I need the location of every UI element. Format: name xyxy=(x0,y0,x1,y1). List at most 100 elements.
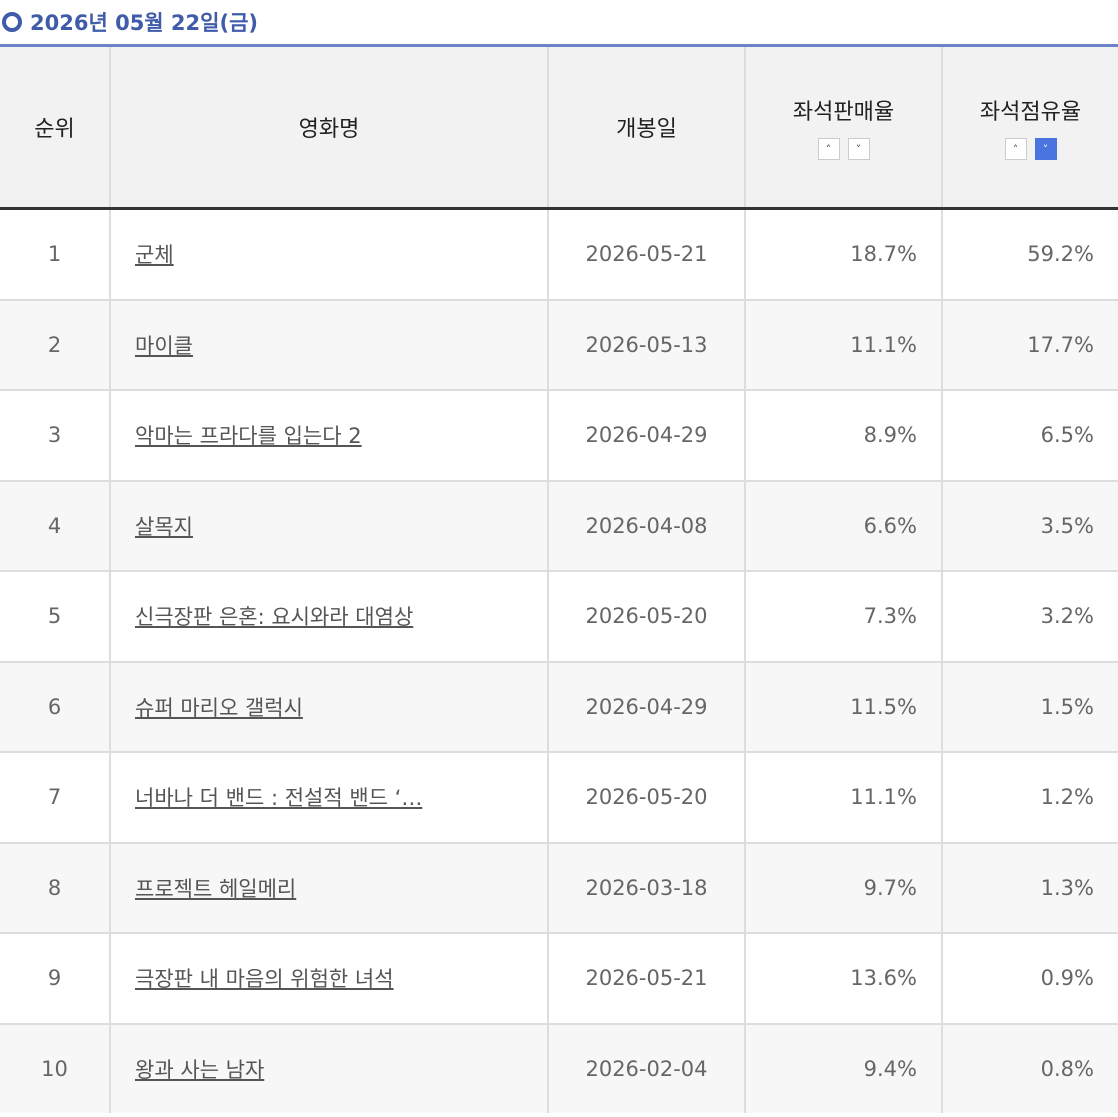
table-row: 5 신극장판 은혼: 요시와라 대염상 2026-05-20 7.3% 3.2% xyxy=(0,570,1118,662)
table-cell: 너바나 더 밴드 : 전설적 밴드 ‘… xyxy=(109,751,548,843)
table-row: 10 왕과 사는 남자 2026-02-04 9.4% 0.8% xyxy=(0,1022,1118,1113)
rank: 1 xyxy=(47,242,62,267)
table-cell: 2026-02-04 xyxy=(547,1022,745,1113)
sort-desc[interactable]: ˅ xyxy=(847,138,870,160)
table-cell: 10 xyxy=(0,1022,110,1113)
table-row: 3 악마는 프라다를 입는다 2 2026-04-29 8.9% 6.5% xyxy=(0,389,1118,481)
ranking-table: 순위 영화명 개봉일 좌석판매율 ˄ ˅ 좌석점유율 ˄ ˅ 1 군체 2026-05-… xyxy=(0,44,1118,1113)
sort-asc[interactable]: ˄ xyxy=(1004,138,1027,160)
table-cell: 악마는 프라다를 입는다 2 xyxy=(109,389,548,481)
table-cell: 2026-04-29 xyxy=(547,660,745,752)
release-date: 2026-02-04 xyxy=(585,1056,708,1081)
table-cell: 군체 xyxy=(109,207,548,300)
table-cell: 9 xyxy=(0,932,110,1024)
movie-title-link[interactable]: 프로젝트 헤일메리 xyxy=(135,876,297,901)
table-cell: 1.3% xyxy=(941,841,1118,933)
seat-sales-rate: 18.7% xyxy=(850,242,917,267)
table-cell: 2026-03-18 xyxy=(547,841,745,933)
table-row: 9 극장판 내 마음의 위험한 녀석 2026-05-21 13.6% 0.9% xyxy=(0,932,1118,1024)
rank: 6 xyxy=(47,694,62,719)
table-cell: 1.5% xyxy=(941,660,1118,752)
column-label: 영화명 xyxy=(298,117,360,142)
table-cell: 왕과 사는 남자 xyxy=(109,1022,548,1113)
seat-share: 59.2% xyxy=(1027,242,1094,267)
seat-share: 3.5% xyxy=(1040,513,1094,538)
seat-share: 17.7% xyxy=(1027,332,1094,357)
table-cell: 신극장판 은혼: 요시와라 대염상 xyxy=(109,570,548,662)
date-title: 2026년 05월 22일(금) xyxy=(30,11,258,35)
seat-sales-rate: 11.1% xyxy=(850,332,917,357)
sort-asc[interactable]: ˄ xyxy=(817,138,840,160)
seat-share: 1.5% xyxy=(1040,694,1094,719)
header-cell: 좌석점유율 ˄ ˅ xyxy=(941,45,1118,210)
table-cell: 18.7% xyxy=(744,207,942,300)
table-row: 8 프로젝트 헤일메리 2026-03-18 9.7% 1.3% xyxy=(0,841,1118,933)
table-cell: 6.5% xyxy=(941,389,1118,481)
table-cell: 6.6% xyxy=(744,479,942,571)
sort-controls: ˄ ˅ xyxy=(747,138,940,160)
column-label: 순위 xyxy=(34,117,75,142)
table-cell: 17.7% xyxy=(941,298,1118,390)
header-row: 순위 영화명 개봉일 좌석판매율 ˄ ˅ 좌석점유율 ˄ ˅ xyxy=(0,45,1118,210)
table-cell: 0.9% xyxy=(941,932,1118,1024)
table-cell: 2026-05-20 xyxy=(547,751,745,843)
release-date: 2026-05-21 xyxy=(585,966,708,991)
movie-title-link[interactable]: 슈퍼 마리오 갤럭시 xyxy=(135,695,303,720)
rank: 4 xyxy=(47,513,62,538)
seat-sales-rate: 9.4% xyxy=(863,1056,917,1081)
seat-sales-rate: 9.7% xyxy=(863,875,917,900)
header-cell: 영화명 xyxy=(109,45,548,210)
release-date: 2026-04-08 xyxy=(585,513,708,538)
table-row: 4 살목지 2026-04-08 6.6% 3.5% xyxy=(0,479,1118,571)
release-date: 2026-04-29 xyxy=(585,423,708,448)
table-cell: 3.2% xyxy=(941,570,1118,662)
table-cell: 8.9% xyxy=(744,389,942,481)
table-cell: 8 xyxy=(0,841,110,933)
rank: 5 xyxy=(47,604,62,629)
table-cell: 59.2% xyxy=(941,207,1118,300)
movie-title-link[interactable]: 너바나 더 밴드 : 전설적 밴드 ‘… xyxy=(135,786,423,811)
release-date: 2026-05-20 xyxy=(585,785,708,810)
release-date: 2026-04-29 xyxy=(585,694,708,719)
table-row: 1 군체 2026-05-21 18.7% 59.2% xyxy=(0,207,1118,300)
table-cell: 슈퍼 마리오 갤럭시 xyxy=(109,660,548,752)
table-cell: 2026-04-08 xyxy=(547,479,745,571)
seat-share: 1.2% xyxy=(1040,785,1094,810)
table-cell: 1 xyxy=(0,207,110,300)
table-row: 6 슈퍼 마리오 갤럭시 2026-04-29 11.5% 1.5% xyxy=(0,660,1118,752)
table-cell: 프로젝트 헤일메리 xyxy=(109,841,548,933)
table-cell: 2026-05-21 xyxy=(547,207,745,300)
table-cell: 9.7% xyxy=(744,841,942,933)
sort-desc-active[interactable]: ˅ xyxy=(1034,138,1057,160)
column-label: 좌석판매율 xyxy=(792,100,895,125)
movie-title-link[interactable]: 살목지 xyxy=(135,514,193,539)
movie-title-link[interactable]: 신극장판 은혼: 요시와라 대염상 xyxy=(135,605,414,630)
rank: 9 xyxy=(47,966,62,991)
table-cell: 0.8% xyxy=(941,1022,1118,1113)
movie-title-link[interactable]: 군체 xyxy=(135,243,174,268)
table-cell: 2026-05-20 xyxy=(547,570,745,662)
table-row: 2 마이클 2026-05-13 11.1% 17.7% xyxy=(0,298,1118,390)
column-label: 개봉일 xyxy=(616,117,677,142)
table-cell: 3.5% xyxy=(941,479,1118,571)
table-cell: 4 xyxy=(0,479,110,571)
seat-sales-rate: 11.5% xyxy=(850,694,917,719)
seat-sales-rate: 13.6% xyxy=(850,966,917,991)
table-cell: 마이클 xyxy=(109,298,548,390)
table-cell: 11.1% xyxy=(744,751,942,843)
header-cell: 좌석판매율 ˄ ˅ xyxy=(744,45,942,210)
movie-title-link[interactable]: 왕과 사는 남자 xyxy=(135,1057,265,1082)
column-label: 좌석점유율 xyxy=(979,100,1082,125)
movie-title-link[interactable]: 극장판 내 마음의 위험한 녀석 xyxy=(135,967,394,992)
movie-title-link[interactable]: 악마는 프라다를 입는다 2 xyxy=(135,424,362,449)
table-cell: 1.2% xyxy=(941,751,1118,843)
rank: 10 xyxy=(41,1056,68,1081)
table-cell: 2026-04-29 xyxy=(547,389,745,481)
movie-title-link[interactable]: 마이클 xyxy=(135,333,193,358)
table-cell: 6 xyxy=(0,660,110,752)
seat-share: 0.9% xyxy=(1040,966,1094,991)
date-heading: 2026년 05월 22일(금) xyxy=(0,0,1118,44)
header-cell: 개봉일 xyxy=(547,45,745,210)
table-cell: 7 xyxy=(0,751,110,843)
